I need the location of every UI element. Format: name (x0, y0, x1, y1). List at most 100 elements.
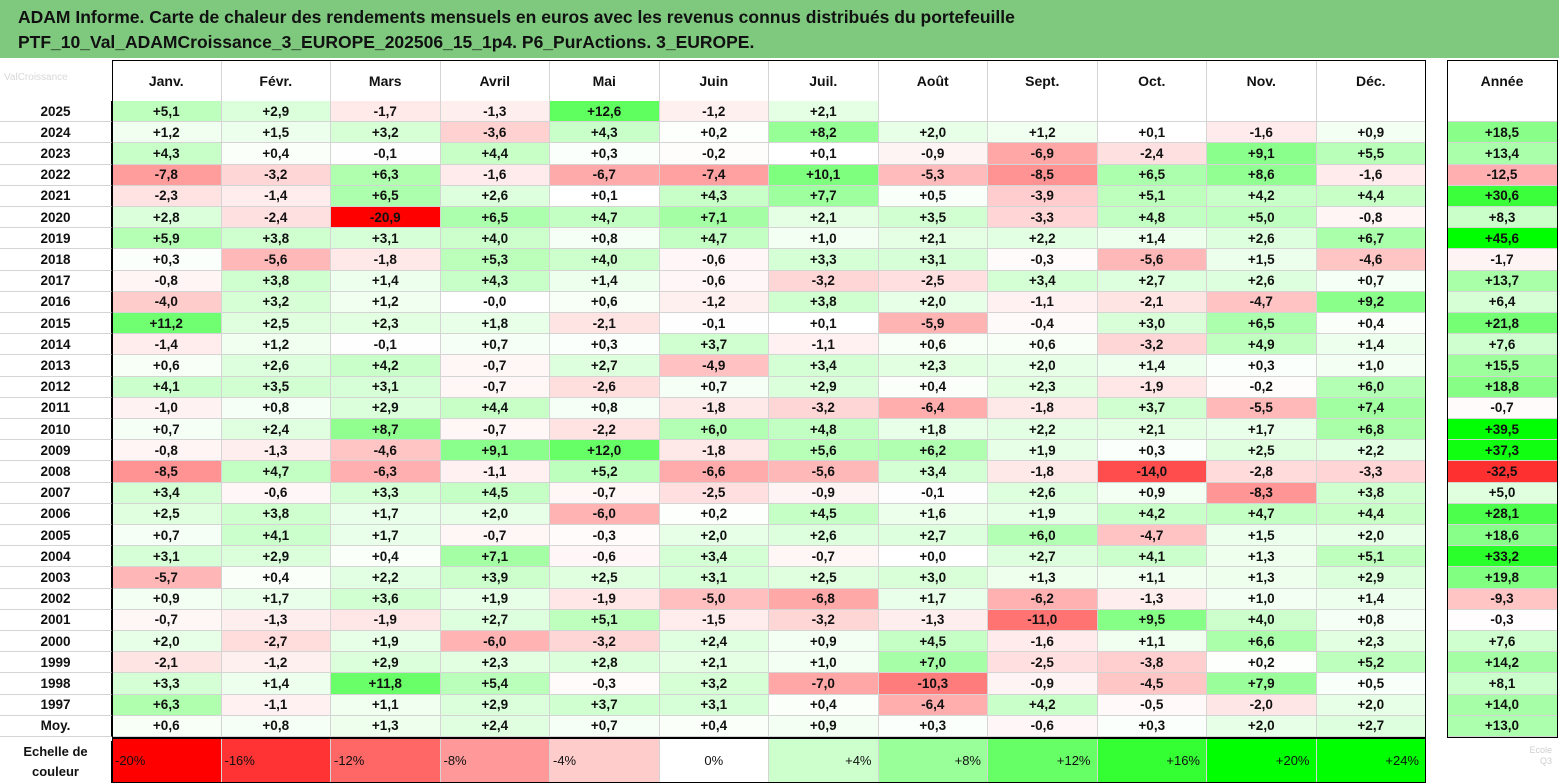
heatmap-cell: +2,3 (1316, 631, 1426, 653)
heatmap-cell: +2,0 (112, 631, 222, 653)
heatmap-cell: -0,1 (659, 313, 769, 335)
heatmap-cell: +1,5 (221, 122, 331, 144)
heatmap-cell: +4,7 (1207, 503, 1317, 525)
heatmap-cell: +6,0 (659, 419, 769, 441)
heatmap-cell: +6,5 (440, 207, 550, 229)
heatmap-cell: -2,4 (1097, 143, 1207, 165)
heatmap-cell: +4,8 (1097, 207, 1207, 229)
heatmap-cell: -1,1 (440, 461, 550, 483)
heatmap-cell: +7,1 (659, 207, 769, 229)
heatmap-cell: +0,6 (988, 334, 1098, 356)
heatmap-cell: -2,1 (112, 652, 222, 674)
month-header: Oct. (1097, 60, 1207, 102)
heatmap-cell: +3,1 (878, 249, 988, 271)
year-label: 1998 (0, 673, 112, 695)
annual-cell: +18,6 (1447, 525, 1558, 547)
heatmap-cell: +1,4 (331, 270, 441, 292)
year-label: 2012 (0, 376, 112, 398)
heatmap-cell: +5,0 (1207, 207, 1317, 229)
watermark-corner-line2: Q3 (1539, 756, 1552, 766)
heatmap-cell: +1,3 (331, 715, 441, 737)
heatmap-cell: +3,9 (440, 567, 550, 589)
year-label: 2021 (0, 185, 112, 207)
color-scale-swatch: +4% (769, 738, 879, 783)
color-scale-swatch: +24% (1316, 738, 1426, 783)
heatmap-cell: +3,7 (659, 334, 769, 356)
heatmap-cell: +0,3 (1097, 440, 1207, 462)
heatmap-cell: +0,1 (769, 313, 879, 335)
heatmap-cell: +1,7 (331, 503, 441, 525)
color-scale-swatch: +16% (1097, 738, 1207, 783)
heatmap-cell: -0,9 (769, 482, 879, 504)
heatmap-cell: +9,5 (1097, 609, 1207, 631)
heatmap-cell: -2,1 (1097, 291, 1207, 313)
heatmap-cell: +2,2 (1316, 440, 1426, 462)
heatmap-cell: -2,5 (878, 270, 988, 292)
heatmap-cell: +3,2 (221, 291, 331, 313)
heatmap-cell: -1,1 (769, 334, 879, 356)
heatmap-cell: +1,1 (1097, 631, 1207, 653)
annual-cell: +13,4 (1447, 143, 1558, 165)
heatmap-cell: +4,7 (659, 228, 769, 250)
heatmap-cell: -0,0 (440, 291, 550, 313)
heatmap-cell: +0,6 (112, 715, 222, 737)
heatmap-cell: +3,2 (331, 122, 441, 144)
heatmap-cell: +2,2 (988, 419, 1098, 441)
heatmap-cell: +2,7 (550, 355, 660, 377)
heatmap-cell: +4,3 (440, 270, 550, 292)
heatmap-cell: +7,4 (1316, 397, 1426, 419)
year-label: 2013 (0, 355, 112, 377)
report-title-line1: ADAM Informe. Carte de chaleur des rende… (18, 7, 1015, 27)
heatmap-cell: +10,1 (769, 164, 879, 186)
heatmap-cell: +3,4 (659, 546, 769, 568)
heatmap-cell: +3,4 (112, 482, 222, 504)
heatmap-cell: +2,7 (878, 525, 988, 547)
heatmap-cell: -0,7 (440, 376, 550, 398)
heatmap-cell: +5,1 (550, 609, 660, 631)
heatmap-cell: +0,6 (878, 334, 988, 356)
heatmap-cell: +2,4 (659, 631, 769, 653)
heatmap-cell: +6,3 (112, 694, 222, 716)
heatmap-cell: +2,5 (112, 503, 222, 525)
heatmap-cell: -8,3 (1207, 482, 1317, 504)
heatmap-cell: +2,0 (1316, 525, 1426, 547)
heatmap-cell: +0,0 (878, 546, 988, 568)
heatmap-cell: +4,4 (1316, 503, 1426, 525)
month-header: Mars (331, 60, 441, 102)
heatmap-cell: +2,0 (1316, 694, 1426, 716)
color-scale-swatch: -16% (221, 738, 331, 783)
heatmap-cell: -0,7 (550, 482, 660, 504)
heatmap-cell: -3,8 (1097, 652, 1207, 674)
heatmap-cell: -4,5 (1097, 673, 1207, 695)
heatmap-cell: -0,8 (112, 440, 222, 462)
heatmap-cell: -3,9 (988, 185, 1098, 207)
heatmap-cell: -2,5 (988, 652, 1098, 674)
heatmap-cell (1316, 101, 1426, 123)
heatmap-cell: +0,2 (1207, 652, 1317, 674)
heatmap-cell: +0,8 (221, 715, 331, 737)
heatmap-cell: +0,7 (440, 334, 550, 356)
heatmap-cell: +1,1 (331, 694, 441, 716)
heatmap-cell: -0,6 (221, 482, 331, 504)
heatmap-cell: -1,6 (988, 631, 1098, 653)
month-header: Juin (659, 60, 769, 102)
heatmap-cell: +0,8 (221, 397, 331, 419)
heatmap-cell: -3,3 (988, 207, 1098, 229)
heatmap-cell: +0,7 (1316, 270, 1426, 292)
heatmap-cell (1207, 101, 1317, 123)
heatmap-cell: +2,9 (1316, 567, 1426, 589)
year-label: 2017 (0, 270, 112, 292)
heatmap-cell: -3,6 (440, 122, 550, 144)
month-header: Déc. (1316, 60, 1426, 102)
heatmap-cell: -5,6 (769, 461, 879, 483)
heatmap-cell: -1,6 (440, 164, 550, 186)
month-header: Févr. (221, 60, 331, 102)
heatmap-cell: +2,6 (221, 355, 331, 377)
annual-cell: +30,6 (1447, 185, 1558, 207)
heatmap-cell: +3,1 (659, 694, 769, 716)
heatmap-cell: +1,9 (331, 631, 441, 653)
heatmap-cell: +2,1 (878, 228, 988, 250)
heatmap-cell: -6,3 (331, 461, 441, 483)
heatmap-cell: +3,2 (659, 673, 769, 695)
annual-cell: -32,5 (1447, 461, 1558, 483)
